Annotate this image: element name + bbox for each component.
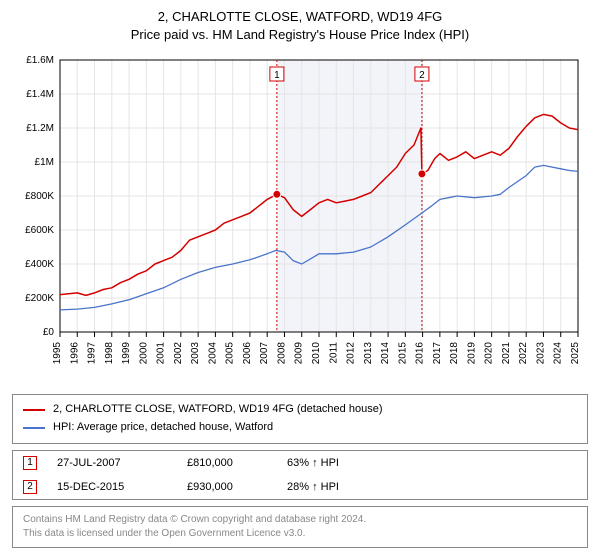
svg-text:£600K: £600K [25,225,54,236]
svg-text:2017: 2017 [432,342,443,365]
legend-swatch [23,409,45,411]
svg-text:£0: £0 [43,327,55,338]
svg-text:£400K: £400K [25,259,54,270]
chart-svg: £0 £200K £400K £600K £800K £1M £1.2M £1.4M £1.6M… [12,50,588,390]
sales-marker: 2 [23,480,37,494]
svg-text:2023: 2023 [535,342,546,365]
attribution-footer: Contains HM Land Registry data © Crown c… [12,506,588,548]
svg-text:1995: 1995 [52,342,63,365]
figure-container: 2, CHARLOTTE CLOSE, WATFORD, WD19 4FG Pr… [0,0,600,558]
svg-text:2019: 2019 [466,342,477,365]
svg-text:£1.6M: £1.6M [26,55,54,66]
svg-text:2012: 2012 [346,342,357,365]
svg-text:2018: 2018 [449,342,460,365]
svg-text:2016: 2016 [415,342,426,365]
svg-text:2003: 2003 [190,342,201,365]
footer-line-1: Contains HM Land Registry data © Crown c… [23,513,577,527]
sales-delta: 28% ↑ HPI [287,481,367,493]
legend-label: HPI: Average price, detached house, Watf… [53,419,273,437]
svg-text:2002: 2002 [173,342,184,365]
svg-text:2015: 2015 [397,342,408,365]
sales-date: 15-DEC-2015 [57,481,167,493]
svg-text:2024: 2024 [553,342,564,365]
svg-text:2008: 2008 [276,342,287,365]
legend-swatch [23,427,45,429]
svg-text:2001: 2001 [156,342,167,365]
svg-text:2021: 2021 [501,342,512,365]
svg-text:1999: 1999 [121,342,132,365]
svg-text:1997: 1997 [87,342,98,365]
sales-marker: 1 [23,456,37,470]
svg-text:2007: 2007 [259,342,270,365]
svg-text:1998: 1998 [104,342,115,365]
svg-text:2000: 2000 [138,342,149,365]
sales-date: 27-JUL-2007 [57,457,167,469]
sales-table: 1 27-JUL-2007 £810,000 63% ↑ HPI 2 15-DEC-201… [12,450,588,500]
legend-item: 2, CHARLOTTE CLOSE, WATFORD, WD19 4FG (d… [23,401,577,419]
sales-row: 2 15-DEC-2015 £930,000 28% ↑ HPI [13,475,587,499]
title-block: 2, CHARLOTTE CLOSE, WATFORD, WD19 4FG Pr… [12,8,588,44]
title-line-1: 2, CHARLOTTE CLOSE, WATFORD, WD19 4FG [12,8,588,26]
svg-text:2022: 2022 [518,342,529,365]
svg-text:2010: 2010 [311,342,322,365]
svg-text:2: 2 [419,70,425,81]
svg-text:2013: 2013 [363,342,374,365]
legend-item: HPI: Average price, detached house, Watf… [23,419,577,437]
footer-line-2: This data is licensed under the Open Gov… [23,527,577,541]
svg-text:2025: 2025 [570,342,581,365]
svg-text:1996: 1996 [69,342,80,365]
sales-price: £930,000 [187,481,267,493]
legend: 2, CHARLOTTE CLOSE, WATFORD, WD19 4FG (d… [12,394,588,443]
svg-text:2006: 2006 [242,342,253,365]
sales-price: £810,000 [187,457,267,469]
sales-delta: 63% ↑ HPI [287,457,367,469]
svg-text:£1.4M: £1.4M [26,89,54,100]
chart: £0 £200K £400K £600K £800K £1M £1.2M £1.4M £1.6M… [12,50,588,390]
sales-row: 1 27-JUL-2007 £810,000 63% ↑ HPI [13,451,587,475]
svg-text:2005: 2005 [225,342,236,365]
title-line-2: Price paid vs. HM Land Registry's House … [12,26,588,44]
svg-text:2014: 2014 [380,342,391,365]
svg-text:1: 1 [274,70,280,81]
svg-text:2009: 2009 [294,342,305,365]
svg-text:£800K: £800K [25,191,54,202]
svg-text:£1.2M: £1.2M [26,123,54,134]
svg-text:£1M: £1M [35,157,54,168]
legend-label: 2, CHARLOTTE CLOSE, WATFORD, WD19 4FG (d… [53,401,382,419]
svg-text:2004: 2004 [207,342,218,365]
svg-text:2011: 2011 [328,342,339,364]
svg-text:2020: 2020 [484,342,495,365]
svg-text:£200K: £200K [25,293,54,304]
